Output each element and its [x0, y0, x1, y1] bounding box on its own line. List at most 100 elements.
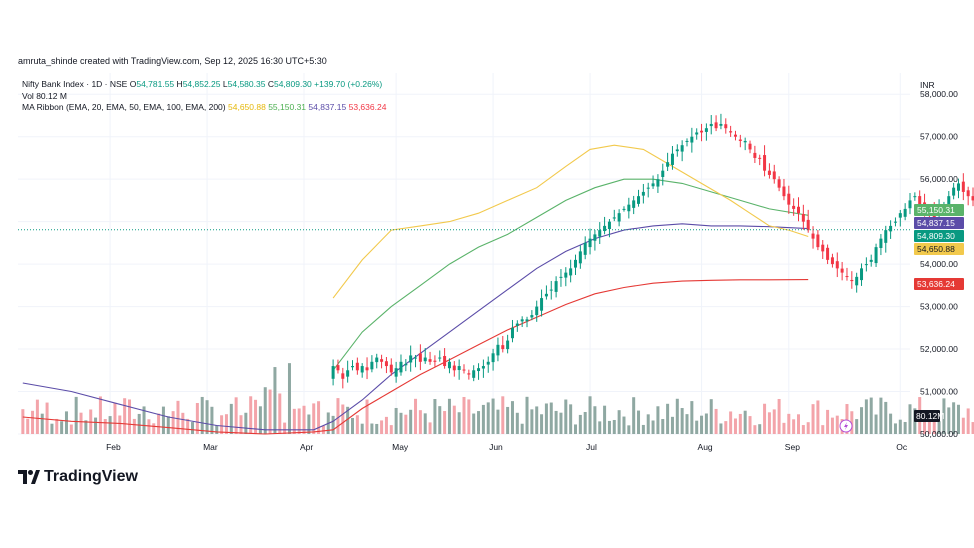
volume-bar — [971, 422, 974, 434]
volume-bar — [438, 406, 442, 434]
volume-bar — [200, 396, 204, 434]
volume-bar — [273, 367, 277, 434]
volume-bar — [700, 415, 704, 434]
candle-body — [399, 361, 403, 373]
legend-volume-value: 80.12 M — [36, 90, 67, 101]
time-axis[interactable]: Feb Mar Apr May Jun Jul Aug Sep Oc — [106, 442, 908, 452]
candle-body — [913, 196, 917, 198]
candle-body — [491, 353, 495, 363]
volume-bar — [540, 414, 544, 434]
volume-bar — [346, 406, 350, 434]
volume-bar — [525, 396, 529, 434]
volume-bar — [69, 424, 73, 434]
volume-bar — [152, 423, 156, 434]
volume-bar — [98, 396, 102, 434]
tag-ema20-bg — [914, 243, 964, 255]
volume-bar — [283, 422, 287, 434]
legend-ema100: 54,837.15 — [308, 102, 347, 112]
candle-body — [370, 361, 374, 370]
volume-bar — [748, 416, 752, 434]
legend-symbol[interactable]: Nifty Bank Index · 1D · NSE — [22, 79, 128, 89]
candle-body — [666, 162, 670, 167]
candle-body — [346, 370, 350, 377]
volume-bar — [409, 409, 413, 434]
volume-bar — [724, 421, 728, 434]
candle-body — [884, 230, 888, 243]
candle-body — [515, 323, 519, 326]
volume-bar — [103, 419, 107, 434]
ema200-line — [22, 279, 809, 435]
candle-body — [700, 130, 704, 133]
candle-body — [651, 183, 655, 187]
tag-ema200-bg — [914, 278, 964, 290]
tradingview-brand[interactable]: TradingView — [18, 468, 138, 486]
candle-body — [481, 366, 485, 369]
volume-bar — [365, 399, 369, 434]
volume-bar — [234, 397, 238, 434]
volume-bar — [60, 421, 64, 434]
volume-bar — [535, 406, 539, 434]
volume-bar — [84, 420, 88, 434]
price-axis[interactable]: 50,000.00 51,000.00 52,000.00 53,000.00 54,0… — [920, 89, 958, 439]
volume-bar — [787, 413, 791, 434]
volume-bar — [588, 396, 592, 434]
volume-bar — [477, 411, 481, 434]
volume-bar — [443, 411, 447, 434]
volume-bar — [414, 398, 418, 434]
volume-bar — [307, 414, 311, 434]
candle-body — [903, 208, 907, 217]
candle-body — [632, 200, 636, 208]
candle-body — [811, 233, 815, 239]
volume-bar — [743, 410, 747, 434]
volume-bar — [181, 412, 185, 434]
tag-last-price-bg — [914, 230, 964, 242]
volume-bar — [559, 412, 563, 434]
volume-bar — [903, 421, 907, 434]
volume-bar — [845, 404, 849, 434]
legend-volume-label[interactable]: Vol — [22, 90, 34, 101]
volume-bar — [239, 415, 243, 434]
volume-bar — [263, 387, 267, 434]
candle-body — [680, 145, 684, 152]
candle-body — [612, 217, 616, 219]
candle-body — [966, 190, 970, 197]
candle-body — [695, 132, 699, 135]
volume-bar — [394, 407, 398, 434]
volume-bar — [598, 421, 602, 434]
volume-bar — [603, 405, 607, 434]
candle-body — [418, 353, 422, 362]
candle-body — [971, 196, 974, 201]
volume-bar — [860, 407, 864, 434]
volume-bar — [447, 398, 451, 434]
volume-bar — [763, 403, 767, 434]
candle-body — [724, 124, 728, 129]
ema20-line — [332, 144, 809, 299]
legend-ma-title[interactable]: MA Ribbon (EMA, 20, EMA, 50, EMA, 100, E… — [22, 102, 226, 112]
candle-body — [583, 242, 587, 255]
candle-body — [675, 149, 679, 152]
tag-volume-bg — [914, 410, 940, 422]
volume-bar — [380, 420, 384, 434]
candle-body — [855, 276, 859, 286]
volume-bar — [220, 415, 224, 434]
bolt-icon[interactable] — [839, 419, 853, 433]
brand-name: TradingView — [44, 468, 138, 485]
volume-bar — [908, 404, 912, 434]
candle-body — [477, 368, 481, 372]
volume-bar — [884, 401, 888, 434]
candle-body — [573, 259, 578, 268]
volume-bar — [472, 413, 476, 434]
volume-bar — [384, 416, 388, 434]
attribution-line: amruta_shinde created with TradingView.c… — [18, 56, 327, 66]
candle-body — [763, 155, 767, 171]
volume-bar — [670, 416, 674, 434]
volume-bar — [467, 399, 471, 434]
volume-bar — [758, 424, 762, 434]
candle-body — [506, 340, 510, 350]
volume-bar — [423, 413, 427, 434]
volume-bar — [268, 389, 272, 434]
candle-body — [428, 359, 432, 362]
candle-body — [898, 213, 902, 218]
volume-bar — [651, 420, 655, 434]
